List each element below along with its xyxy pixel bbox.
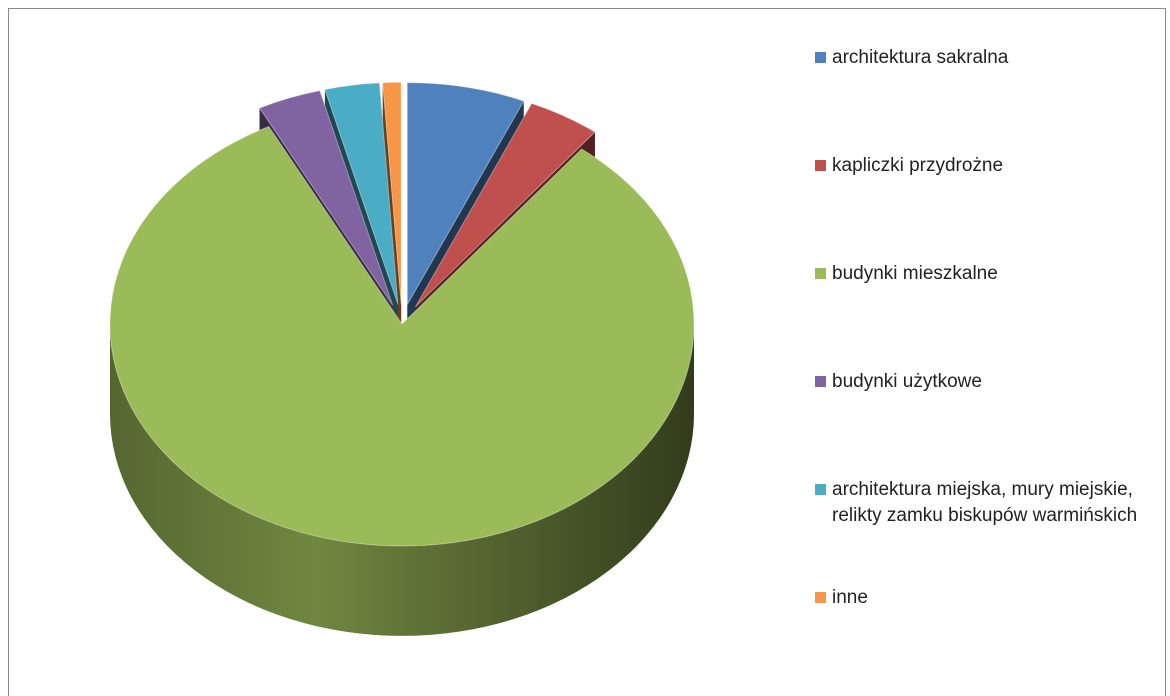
legend-item-kapliczki-przydrozne: kapliczki przydrożne: [815, 153, 1170, 179]
legend-item-budynki-mieszkalne: budynki mieszkalne: [815, 261, 1170, 287]
legend-swatch: [815, 52, 826, 63]
legend-item-architektura-sakralna: architektura sakralna: [815, 45, 1170, 71]
pie-chart: [9, 9, 799, 689]
legend-label: kapliczki przydrożne: [832, 153, 1162, 179]
legend-swatch: [815, 160, 826, 171]
chart-frame: architektura sakralna kapliczki przydroż…: [8, 8, 1166, 696]
legend-item-budynki-uzytkowe: budynki użytkowe: [815, 369, 1170, 395]
legend-label: budynki mieszkalne: [832, 261, 1162, 287]
pie-slice-budynki-mieszkalne: [110, 126, 694, 546]
legend-swatch: [815, 376, 826, 387]
pie-tops: [110, 82, 694, 546]
legend-label: budynki użytkowe: [832, 369, 1162, 395]
legend-label: architektura miejska, mury miejskie, rel…: [832, 477, 1162, 529]
legend-item-architektura-miejska: architektura miejska, mury miejskie, rel…: [815, 477, 1170, 529]
legend-label: inne: [832, 585, 1162, 611]
legend-swatch: [815, 268, 826, 279]
legend-item-inne: inne: [815, 585, 1170, 611]
legend-label: architektura sakralna: [832, 45, 1162, 71]
legend-swatch: [815, 592, 826, 603]
legend-swatch: [815, 484, 826, 495]
